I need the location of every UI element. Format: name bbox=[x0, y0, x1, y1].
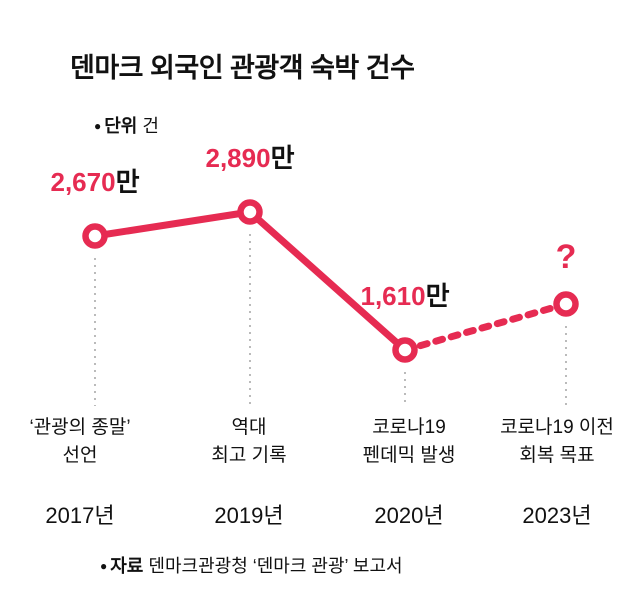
x-axis-label: 2020년 bbox=[374, 503, 444, 528]
unknown-value-label: ? bbox=[555, 238, 577, 276]
bullet-icon: ● bbox=[100, 559, 108, 573]
annotation-label: 코로나19 펜데믹 발생 bbox=[362, 417, 456, 466]
unit-label-rest: 건 bbox=[142, 116, 159, 136]
annotation-label: 코로나19 이전 회복 목표 bbox=[500, 417, 614, 466]
source-note: ● 자료 덴마크관광청 ‘덴마크 관광’ 보고서 bbox=[100, 552, 403, 578]
unit-label-strong: 단위 bbox=[104, 116, 138, 136]
page-title: 덴마크 외국인 관광객 숙박 건수 bbox=[70, 53, 415, 83]
value-label: 1,610만 bbox=[360, 281, 450, 311]
source-label: 자료 bbox=[110, 556, 144, 576]
value-label: 2,670만 bbox=[50, 167, 140, 197]
value-label: 2,890만 bbox=[205, 143, 295, 173]
x-axis-label: 2017년 bbox=[45, 503, 115, 528]
data-point-marker bbox=[553, 291, 579, 317]
data-point-marker bbox=[237, 199, 263, 225]
source-text: 덴마크관광청 ‘덴마크 관광’ 보고서 bbox=[148, 556, 403, 576]
bullet-icon: ● bbox=[94, 119, 102, 133]
line-dashed bbox=[401, 300, 570, 354]
data-point-marker bbox=[82, 223, 108, 249]
annotation-label: 역대 최고 기록 bbox=[211, 417, 287, 466]
annotation-label: ‘관광의 종말’ 선언 bbox=[29, 417, 131, 466]
data-point-marker bbox=[392, 337, 418, 363]
line-solid bbox=[91, 208, 409, 354]
x-axis-label: 2023년 bbox=[522, 503, 592, 528]
x-axis-label: 2019년 bbox=[214, 503, 284, 528]
unit-label: ● 단위 건 bbox=[94, 112, 159, 138]
